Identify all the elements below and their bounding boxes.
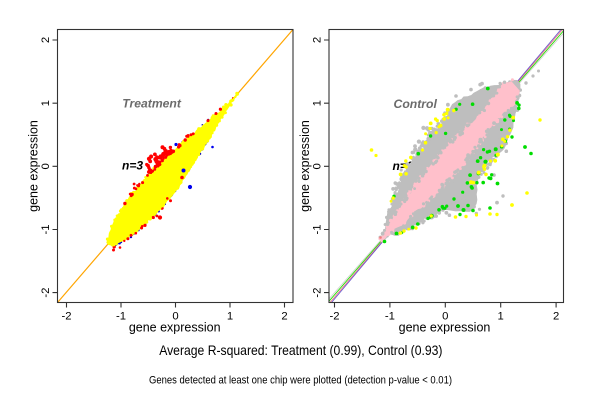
svg-text:-1: -1 <box>116 310 126 322</box>
svg-text:Average R-squared: Treatment (: Average R-squared: Treatment (0.99), Con… <box>159 343 442 358</box>
svg-text:Control: Control <box>394 97 438 111</box>
svg-text:1: 1 <box>311 100 323 106</box>
svg-text:gene expression: gene expression <box>27 120 41 212</box>
svg-text:-1: -1 <box>311 224 323 234</box>
svg-text:2: 2 <box>40 37 52 43</box>
svg-text:0: 0 <box>40 163 52 169</box>
svg-text:-2: -2 <box>40 288 52 298</box>
svg-text:2: 2 <box>311 37 323 43</box>
svg-text:gene expression: gene expression <box>399 320 491 334</box>
svg-text:-2: -2 <box>329 310 339 322</box>
svg-text:1: 1 <box>40 100 52 106</box>
svg-text:n=3: n=3 <box>122 159 143 173</box>
svg-text:1: 1 <box>498 310 504 322</box>
svg-text:-1: -1 <box>40 224 52 234</box>
svg-text:0: 0 <box>311 163 323 169</box>
svg-text:2: 2 <box>553 310 559 322</box>
svg-text:-1: -1 <box>385 310 395 322</box>
svg-text:Genes detected at least one ch: Genes detected at least one chip were pl… <box>149 375 452 387</box>
svg-text:-2: -2 <box>61 310 71 322</box>
svg-text:1: 1 <box>227 310 233 322</box>
svg-text:0: 0 <box>172 310 178 322</box>
svg-text:2: 2 <box>281 310 287 322</box>
svg-text:0: 0 <box>442 310 448 322</box>
svg-text:gene expression: gene expression <box>298 120 312 212</box>
svg-text:-2: -2 <box>311 288 323 298</box>
svg-text:Treatment: Treatment <box>122 97 182 111</box>
svg-text:gene expression: gene expression <box>129 320 221 334</box>
